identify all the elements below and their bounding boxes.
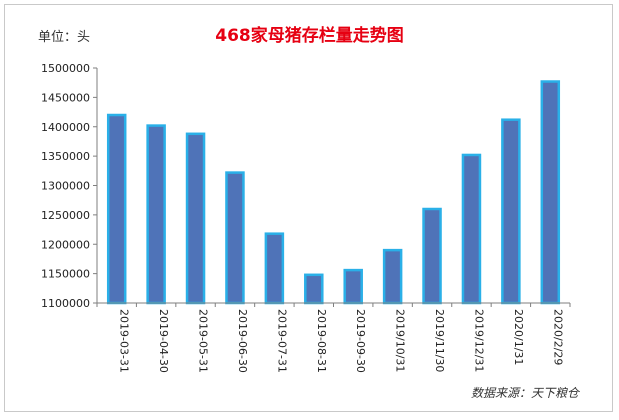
bar (304, 273, 324, 305)
x-tick-label: 2020/2/29 (551, 309, 564, 365)
bar (343, 268, 363, 305)
x-tick-label: 2019/11/30 (433, 309, 446, 372)
x-tick-label: 2019-05-31 (197, 309, 210, 373)
data-source: 数据来源：天下粮仓 (470, 386, 579, 400)
x-tick-label: 2019-07-31 (275, 309, 288, 373)
x-tick-label: 2019/10/31 (394, 309, 407, 372)
y-axis: 1100000 1150000 1200000 1250000 1300000 13500… (41, 62, 98, 310)
x-tick-label: 2020/1/31 (512, 309, 525, 365)
unit-label: 单位：头 (38, 30, 91, 45)
y-tick-label: 1300000 (41, 180, 90, 193)
bar (540, 80, 561, 305)
y-tick-label: 1200000 (41, 238, 90, 251)
bar (461, 153, 482, 305)
bar (146, 124, 166, 305)
bars (106, 80, 561, 305)
bar (422, 207, 442, 305)
y-tick-label: 1500000 (41, 62, 90, 75)
x-tick-label: 2019-04-30 (157, 309, 170, 373)
y-tick-label: 1150000 (41, 268, 90, 281)
x-tick-label: 2019-09-30 (354, 309, 367, 373)
bar (382, 248, 403, 305)
chart-title: 468家母猪存栏量走势图 (215, 26, 404, 46)
x-tick-label: 2019-03-31 (118, 309, 131, 373)
x-tick-label: 2019-08-31 (315, 309, 328, 373)
bar (185, 132, 206, 305)
y-tick-label: 1350000 (41, 150, 90, 163)
x-tick-label: 2019/12/31 (472, 309, 485, 372)
bar (501, 118, 521, 305)
y-tick-label: 1400000 (41, 121, 90, 134)
x-tick-label: 2019-06-30 (236, 309, 249, 373)
bar (225, 171, 245, 305)
y-tick-label: 1250000 (41, 209, 90, 222)
bar (106, 113, 127, 305)
y-tick-label: 1450000 (41, 91, 90, 104)
bar (264, 232, 285, 305)
y-tick-label: 1100000 (41, 297, 90, 310)
x-axis: 2019-03-31 2019-04-30 2019-05-31 2019-06-30… (96, 302, 571, 373)
